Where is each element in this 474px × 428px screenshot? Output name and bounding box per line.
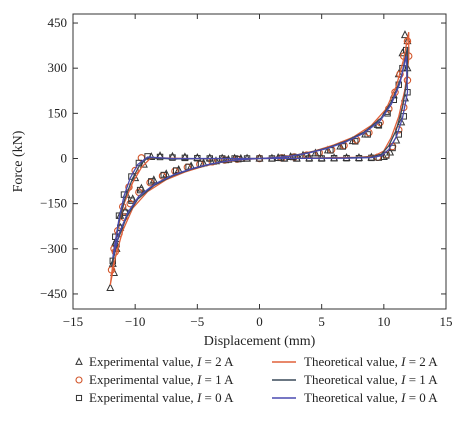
data-point — [147, 152, 156, 161]
data-point — [146, 178, 154, 187]
legend-label-value: = 0 A — [405, 390, 438, 405]
y-tick-label: −300 — [40, 241, 67, 256]
x-tick-label: 10 — [377, 314, 390, 329]
x-tick-label: 5 — [318, 314, 325, 329]
data-point — [222, 156, 230, 164]
data-point — [180, 152, 189, 161]
legend-label: Experimental value, I = 1 A — [89, 372, 234, 387]
x-tick-label: −10 — [125, 314, 145, 329]
legend-marker-swatch — [75, 376, 83, 384]
y-tick-label: 150 — [48, 105, 68, 120]
y-axis-title: Force (kN) — [11, 130, 26, 192]
data-point — [364, 131, 371, 138]
data-point — [148, 178, 155, 185]
x-tick-label: 15 — [440, 314, 453, 329]
y-tick-label: −450 — [40, 286, 67, 301]
y-tick-label: −150 — [40, 196, 67, 211]
legend-label-var: I — [196, 390, 202, 405]
legend-label: Theoretical value, I = 0 A — [304, 390, 438, 405]
legend-label-prefix: Experimental value, — [89, 390, 197, 405]
x-tick-label: −5 — [190, 314, 204, 329]
series-2 — [109, 46, 411, 265]
legend-label-prefix: Experimental value, — [89, 354, 197, 369]
legend-label-prefix: Theoretical value, — [304, 372, 401, 387]
legend-label-prefix: Theoretical value, — [304, 354, 401, 369]
legend-label-var: I — [400, 354, 406, 369]
data-point — [395, 131, 402, 138]
data-point — [136, 186, 144, 194]
x-tick-label: 0 — [256, 314, 263, 329]
legend-label-var: I — [196, 354, 202, 369]
series-line — [112, 55, 409, 258]
legend-label-prefix: Theoretical value, — [304, 390, 401, 405]
data-point — [106, 283, 115, 291]
y-tick-label: 450 — [48, 15, 68, 30]
legend-item: Experimental value, I = 0 A — [75, 390, 234, 405]
legend-item: Theoretical value, I = 2 A — [272, 354, 438, 369]
series-5 — [112, 55, 409, 258]
axes: −15 −10 −5 0 5 10 15 450 300 150 0 −150 −300 −450 — [40, 13, 453, 329]
legend-item: Theoretical value, I = 1 A — [272, 372, 438, 387]
data-point — [397, 117, 406, 126]
y-tick-label: 300 — [48, 60, 68, 75]
legend-marker-swatch — [75, 394, 83, 402]
x-tick-label: −15 — [63, 314, 83, 329]
legend-label-var: I — [196, 372, 202, 387]
y-tick-label: 0 — [61, 150, 68, 165]
data-point — [289, 153, 297, 161]
legend-label-value: = 0 A — [201, 390, 234, 405]
data-point — [144, 153, 151, 160]
data-point — [379, 152, 388, 161]
legend: Experimental value, I = 2 A Theoretical v… — [75, 354, 438, 405]
legend-label-value: = 1 A — [201, 372, 234, 387]
legend-label-value: = 1 A — [405, 372, 438, 387]
legend-label: Experimental value, I = 2 A — [89, 354, 234, 369]
legend-label-value: = 2 A — [201, 354, 234, 369]
data-point — [352, 138, 359, 145]
legend-item: Experimental value, I = 2 A — [75, 354, 234, 369]
legend-marker-swatch — [75, 357, 83, 365]
data-point — [400, 30, 409, 39]
legend-label: Theoretical value, I = 1 A — [304, 372, 438, 387]
legend-item: Experimental value, I = 1 A — [75, 372, 234, 387]
legend-label-var: I — [400, 372, 406, 387]
data-point — [160, 171, 167, 179]
data-point — [395, 126, 403, 134]
legend-label: Experimental value, I = 0 A — [89, 390, 234, 405]
x-axis-title: Displacement (mm) — [204, 334, 316, 349]
plot-area — [106, 30, 413, 291]
legend-label-prefix: Experimental value, — [89, 372, 197, 387]
legend-label: Theoretical value, I = 2 A — [304, 354, 438, 369]
data-point — [383, 152, 390, 159]
data-point — [128, 197, 135, 204]
legend-label-value: = 2 A — [405, 354, 438, 369]
legend-item: Theoretical value, I = 0 A — [272, 390, 438, 405]
legend-label-var: I — [400, 390, 406, 405]
